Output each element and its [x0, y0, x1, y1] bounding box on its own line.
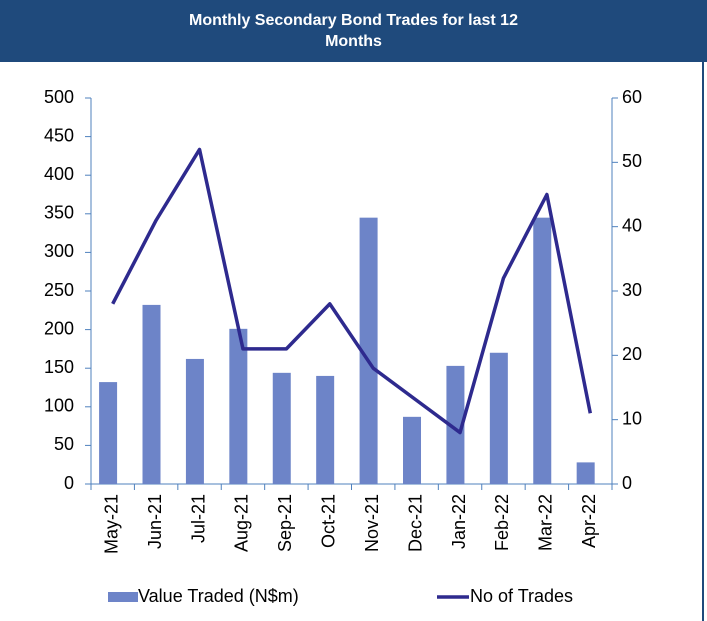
bar — [272, 372, 291, 484]
x-tick-label: Mar-22 — [536, 494, 556, 551]
bar — [533, 217, 552, 484]
legend-label: No of Trades — [470, 586, 573, 606]
y2-tick-label: 50 — [622, 151, 642, 171]
line — [111, 147, 593, 435]
bar — [316, 375, 335, 484]
bar — [359, 217, 378, 484]
y-tick-label: 250 — [44, 280, 74, 300]
chart-title: Monthly Secondary Bond Trades for last 1… — [189, 12, 518, 50]
legend-label: Value Traded (N$m) — [138, 586, 299, 606]
legend-swatch — [108, 592, 138, 602]
y-tick-label: 200 — [44, 318, 74, 338]
bar — [489, 352, 508, 484]
y-tick-label: 50 — [54, 434, 74, 454]
x-tick-label: Oct-21 — [319, 494, 339, 548]
y2-tick-label: 40 — [622, 215, 642, 235]
y-tick-label: 350 — [44, 203, 74, 223]
y-tick-label: 450 — [44, 125, 74, 145]
bar — [229, 328, 248, 484]
y-tick-label: 150 — [44, 357, 74, 377]
x-tick-label: Sep-21 — [275, 494, 295, 552]
y-tick-label: 0 — [64, 473, 74, 493]
y2-tick-label: 0 — [622, 473, 632, 493]
bar — [403, 416, 422, 484]
bar — [99, 382, 118, 484]
x-tick-label: Jul-21 — [188, 494, 208, 543]
x-tick-label: Dec-21 — [405, 494, 425, 552]
x-tick-label: Apr-22 — [579, 494, 599, 548]
y2-tick-label: 20 — [622, 344, 642, 364]
x-tick-label: Jan-22 — [449, 494, 469, 549]
header: Monthly Secondary Bond Trades for last 1… — [0, 0, 707, 62]
x-tick-label: Nov-21 — [362, 494, 382, 552]
y-tick-label: 400 — [44, 164, 74, 184]
x-tick-label: Feb-22 — [492, 494, 512, 551]
y2-tick-label: 10 — [622, 408, 642, 428]
y-tick-label: 100 — [44, 396, 74, 416]
x-tick-label: Aug-21 — [232, 494, 252, 552]
bar — [446, 365, 465, 484]
y2-tick-label: 60 — [622, 87, 642, 107]
y2-tick-label: 30 — [622, 280, 642, 300]
x-tick-label: May-21 — [101, 494, 121, 554]
bar — [142, 304, 161, 484]
bar — [576, 462, 595, 484]
bar — [185, 358, 204, 484]
x-tick-label: Jun-21 — [145, 494, 165, 549]
y-tick-label: 500 — [44, 87, 74, 107]
y-tick-label: 300 — [44, 241, 74, 261]
